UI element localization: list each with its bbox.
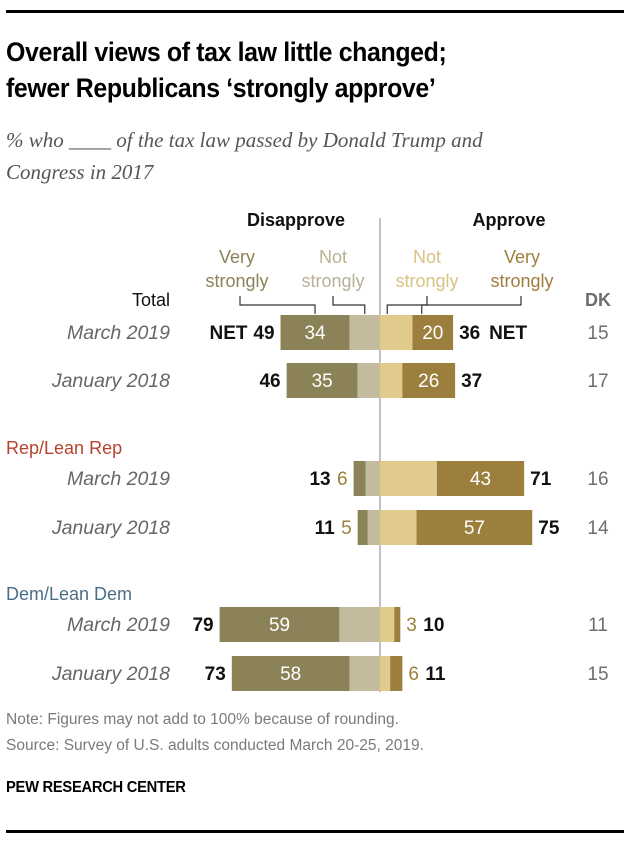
group-label-dem: Dem/Lean Dem [6,584,132,604]
value-approve-net-g1-r1: 75 [538,518,560,539]
bar-very-approve-g2-r1 [390,656,403,691]
legend-very_approve-line2: strongly [490,271,553,291]
bar-very-approve-g0-r1 [402,363,456,398]
value-very-approve-g1-r0: 43 [470,469,491,490]
footer-note: Note: Figures may not add to 100% becaus… [6,711,399,728]
leader-line-not_disapprove [332,296,366,314]
group-label-rep: Rep/Lean Rep [6,438,122,458]
bar-very-disapprove-g2-r0 [219,607,340,642]
legend-not_disapprove-line2: strongly [301,271,364,291]
value-very-disapprove-g0-r1: 35 [312,371,333,392]
chart-subtitle-line-2: Congress in 2017 [6,160,154,184]
row-label-g2-r1: January 2018 [51,663,170,685]
chart-subtitle-line-1: % who ____ of the tax law passed by Dona… [6,128,483,152]
legend-very_approve-line1: Very [504,247,540,267]
bar-very-disapprove-g1-r0 [353,461,366,496]
value-dk-g2-r1: 15 [587,664,608,685]
leader-line-very_approve [421,296,522,314]
value-dk-g1-r1: 14 [587,518,609,539]
disapprove-header: Disapprove [247,210,345,230]
bar-very-disapprove-g1-r1 [357,510,368,545]
value-approve-net-g0-r0: 36 [459,323,480,344]
bar-not-disapprove-g1-r0 [365,461,380,496]
value-dk-g0-r1: 17 [587,371,608,392]
bar-not-disapprove-g2-r0 [339,607,380,642]
row-label-g1-r0: March 2019 [67,468,170,490]
value-very-approve-g0-r1: 26 [418,371,439,392]
approve-header: Approve [472,210,545,230]
top-rule [6,10,624,13]
chart-title-line-2: fewer Republicans ‘strongly approve’ [6,73,436,103]
bar-not-approve-g0-r1 [380,363,403,398]
chart-subtitle: % who ____ of the tax law passed by Dona… [6,124,626,188]
value-very-disapprove-g2-r1: 58 [280,664,301,685]
legend-not_approve-line1: Not [413,247,441,267]
value-approve-net-g0-r1: 37 [461,371,482,392]
value-approve-net-g2-r1: 11 [425,664,446,685]
bar-very-approve-g2-r0 [394,607,401,642]
bar-not-approve-g2-r0 [380,607,395,642]
bar-not-approve-g0-r0 [380,315,413,350]
value-very-disapprove-g2-r0: 59 [269,615,290,636]
value-dk-g2-r0: 11 [588,615,608,636]
value-approve-net-g2-r0: 10 [423,615,444,636]
value-disapprove-net-g2-r0: 79 [192,615,213,636]
bar-very-approve-g0-r0 [412,315,454,350]
bar-very-approve-g1-r1 [416,510,533,545]
value-disapprove-net-g1-r0: 13 [309,469,330,490]
legend-very_disapprove-line1: Very [219,247,255,267]
bar-not-disapprove-g2-r1 [349,656,380,691]
bar-very-disapprove-g2-r1 [231,656,350,691]
value-very-disapprove-outside-g1-r1: 5 [341,518,352,539]
legend-not_disapprove-line1: Not [319,247,347,267]
value-very-disapprove-outside-g1-r0: 6 [337,469,348,490]
bar-very-approve-g1-r0 [436,461,525,496]
value-approve-net-g1-r0: 71 [530,469,552,490]
value-disapprove-net-g2-r1: 73 [205,664,226,685]
bar-not-approve-g2-r1 [380,656,391,691]
value-disapprove-net-g1-r1: 11 [315,518,336,539]
bar-not-disapprove-g1-r1 [367,510,380,545]
value-very-approve-outside-g2-r0: 3 [406,615,417,636]
legend-not_approve-line2: strongly [395,271,458,291]
footer-source: Source: Survey of U.S. adults conducted … [6,737,424,754]
bar-very-disapprove-g0-r0 [280,315,350,350]
row-label-g0-r0: March 2019 [67,322,170,344]
row-label-g1-r1: January 2018 [51,517,170,539]
bar-not-disapprove-g0-r1 [357,363,380,398]
legend-very_disapprove-line2: strongly [205,271,268,291]
value-dk-g0-r0: 15 [587,323,608,344]
value-very-approve-g0-r0: 20 [422,323,443,344]
value-disapprove-net-g0-r0: 49 [253,323,274,344]
net-label-left-g0-r0: NET [210,323,248,344]
leader-line-not_approve [386,296,428,314]
net-label-right-g0-r0: NET [489,323,527,344]
bar-not-disapprove-g0-r0 [349,315,380,350]
value-very-approve-outside-g2-r1: 6 [408,664,419,685]
chart-title: Overall views of tax law little changed;… [6,34,589,106]
bar-very-disapprove-g0-r1 [286,363,358,398]
pew-brand: PEW RESEARCH CENTER [6,779,186,796]
group-label-total: Total [132,290,170,310]
bar-not-approve-g1-r0 [380,461,437,496]
dk-header: DK [585,290,611,310]
value-dk-g1-r0: 16 [587,469,608,490]
chart-title-line-1: Overall views of tax law little changed; [6,37,447,67]
row-label-g0-r1: January 2018 [51,370,170,392]
row-label-g2-r0: March 2019 [67,614,170,636]
leader-line-very_disapprove [239,296,316,314]
value-very-approve-g1-r1: 57 [464,518,485,539]
value-disapprove-net-g0-r1: 46 [259,371,280,392]
value-very-disapprove-g0-r0: 34 [304,323,326,344]
bottom-rule [6,830,624,833]
bar-not-approve-g1-r1 [380,510,417,545]
